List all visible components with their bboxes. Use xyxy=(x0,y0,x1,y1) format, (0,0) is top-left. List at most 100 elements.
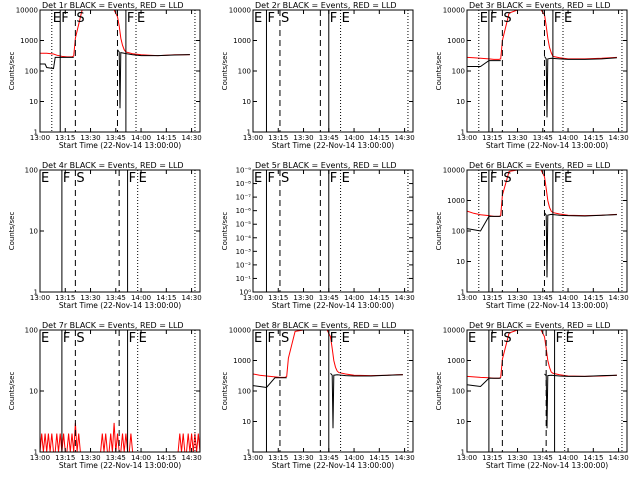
x-tick-label: 13:30 xyxy=(507,134,527,142)
x-tick-label: 14:30 xyxy=(608,454,628,462)
y-tick-label: 1 xyxy=(247,129,251,137)
marker-label-F: F xyxy=(556,331,563,346)
marker-label-S: S xyxy=(503,11,511,26)
events-series-line xyxy=(253,372,403,429)
y-tick-label: 10000 xyxy=(229,327,251,335)
x-tick-label: 13:45 xyxy=(106,454,126,462)
x-tick-label: 14:00 xyxy=(558,454,578,462)
y-tick-label: 10⁻³ xyxy=(236,248,252,256)
plot-frame xyxy=(252,169,414,293)
y-axis-label: Counts/sec xyxy=(435,212,443,251)
y-tick-label: 10000 xyxy=(16,7,38,15)
marker-label-E: E xyxy=(342,171,350,186)
lld-series-line xyxy=(40,422,200,452)
events-series-line xyxy=(467,212,617,278)
marker-label-E: E xyxy=(254,11,262,26)
y-tick-label: 10⁻⁹ xyxy=(236,167,252,175)
marker-label-E: E xyxy=(41,171,49,186)
x-tick-label: 14:00 xyxy=(558,294,578,302)
panel-title: Det 8r BLACK = Events, RED = LLD xyxy=(255,321,397,330)
marker-label-F: F xyxy=(490,331,497,346)
y-tick-label: 10⁻¹ xyxy=(236,275,252,283)
x-tick-label: 13:30 xyxy=(80,294,100,302)
marker-label-E: E xyxy=(468,331,476,346)
x-tick-label: 13:15 xyxy=(482,454,502,462)
x-tick-label: 13:45 xyxy=(106,134,126,142)
x-tick-label: 14:15 xyxy=(369,454,389,462)
x-axis-label: Start Time (22-Nov-14 13:00:00) xyxy=(59,301,181,310)
x-tick-label: 13:30 xyxy=(507,454,527,462)
y-tick-label: 10 xyxy=(242,418,251,426)
marker-label-E: E xyxy=(254,171,262,186)
marker-label-F: F xyxy=(330,11,337,26)
x-tick-label: 14:15 xyxy=(156,294,176,302)
marker-label-F: F xyxy=(554,171,561,186)
y-tick-label: 100 xyxy=(238,68,251,76)
x-tick-label: 13:30 xyxy=(507,294,527,302)
marker-label-S: S xyxy=(76,11,84,26)
plot-data xyxy=(467,10,617,118)
x-tick-label: 14:15 xyxy=(369,294,389,302)
marker-label-F: F xyxy=(490,11,497,26)
panel-title: Det 6r BLACK = Events, RED = LLD xyxy=(469,161,611,170)
y-axis-label: Counts/sec xyxy=(221,372,229,411)
y-tick-label: 1000 xyxy=(20,37,38,45)
x-tick-label: 14:30 xyxy=(608,134,628,142)
y-tick-label: 10000 xyxy=(443,167,465,175)
x-tick-label: 14:15 xyxy=(583,134,603,142)
x-tick-label: 13:30 xyxy=(293,134,313,142)
marker-label-S: S xyxy=(281,171,289,186)
panel-title: Det 9r BLACK = Events, RED = LLD xyxy=(469,321,611,330)
marker-label-E: E xyxy=(564,11,572,26)
marker-label-F: F xyxy=(61,11,68,26)
x-tick-label: 14:00 xyxy=(344,294,364,302)
y-axis-label: Counts/sec xyxy=(435,52,443,91)
x-tick-label: 14:15 xyxy=(156,454,176,462)
y-tick-label: 100 xyxy=(452,388,465,396)
marker-label-E: E xyxy=(342,11,350,26)
y-tick-label: 100 xyxy=(238,388,251,396)
x-tick-label: 13:00 xyxy=(30,454,50,462)
y-tick-label: 100 xyxy=(452,68,465,76)
y-tick-label: 100 xyxy=(452,228,465,236)
marker-label-F: F xyxy=(554,11,561,26)
x-tick-label: 13:00 xyxy=(30,294,50,302)
y-tick-label: 1000 xyxy=(233,357,251,365)
x-tick-label: 14:30 xyxy=(608,294,628,302)
y-tick-label: 10 xyxy=(456,258,465,266)
marker-label-F: F xyxy=(63,331,70,346)
marker-label-S: S xyxy=(281,11,289,26)
x-tick-label: 13:45 xyxy=(319,294,339,302)
marker-label-E: E xyxy=(566,331,574,346)
y-axis-label: Counts/sec xyxy=(221,212,229,251)
x-tick-label: 13:45 xyxy=(319,454,339,462)
events-series-line xyxy=(467,373,617,429)
y-tick-label: 10⁻⁷ xyxy=(236,194,252,202)
y-tick-label: 1000 xyxy=(447,197,465,205)
plot-frame xyxy=(466,329,628,453)
x-axis-label: Start Time (22-Nov-14 13:00:00) xyxy=(59,461,181,470)
y-tick-label: 10⁻⁶ xyxy=(236,207,252,215)
x-tick-label: 14:00 xyxy=(131,454,151,462)
marker-label-F: F xyxy=(267,331,274,346)
x-axis-label: Start Time (22-Nov-14 13:00:00) xyxy=(272,141,394,150)
x-tick-label: 13:45 xyxy=(533,294,553,302)
x-tick-label: 13:00 xyxy=(457,294,477,302)
x-tick-label: 13:45 xyxy=(106,294,126,302)
y-tick-label: 1 xyxy=(461,129,465,137)
plot-frame xyxy=(252,329,414,453)
panel-title: Det 3r BLACK = Events, RED = LLD xyxy=(469,1,611,10)
x-axis-label: Start Time (22-Nov-14 13:00:00) xyxy=(59,141,181,150)
x-tick-label: 13:00 xyxy=(457,454,477,462)
x-tick-label: 13:15 xyxy=(55,294,75,302)
x-tick-label: 13:15 xyxy=(55,454,75,462)
plot-data xyxy=(253,330,403,429)
x-tick-label: 13:30 xyxy=(293,294,313,302)
x-tick-label: 13:15 xyxy=(482,134,502,142)
